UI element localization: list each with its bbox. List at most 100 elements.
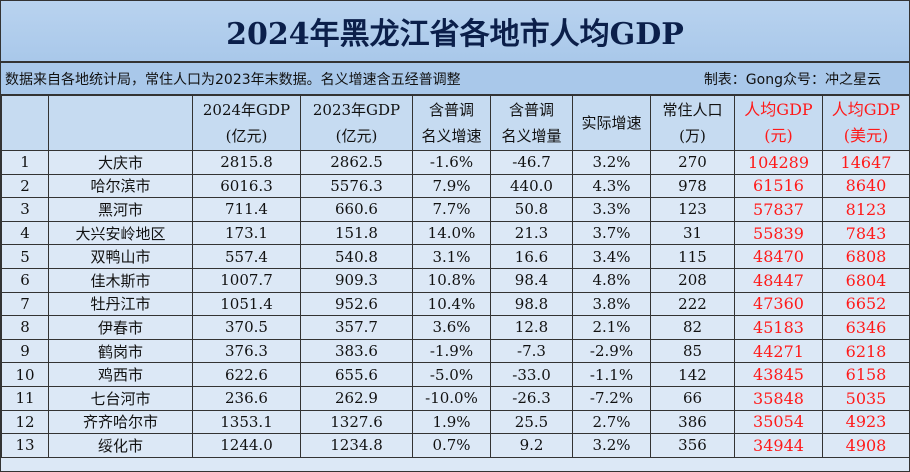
table-cell: 哈尔滨市 [48, 173, 193, 199]
column-header: 实际增速 [572, 95, 651, 151]
source-note: 数据来自各地统计局，常住人口为2023年末数据。名义增速含五经普调整 制表：Go… [1, 63, 909, 95]
column-header-line1: 人均GDP [831, 100, 901, 119]
table-row: 2 哈尔滨市 6016.3 5576.3 7.9% 440.0 4.3% 978 61516 86… [1, 173, 910, 199]
table-cell: 357.7 [300, 315, 413, 340]
table-cell: 4.8% [572, 267, 651, 293]
table-cell: 2862.5 [300, 150, 413, 175]
table-cell: 3.2% [572, 433, 651, 458]
table-cell: 47360 [734, 291, 823, 317]
table-cell: 齐齐哈尔市 [48, 409, 193, 435]
column-header [1, 95, 49, 151]
column-header-line1: 含普调 [508, 101, 554, 119]
table-row: 4 大兴安岭地区 173.1 151.8 14.0% 21.3 3.7% 31 55839 784… [1, 220, 910, 246]
table-cell: 佳木斯市 [48, 267, 193, 293]
table-cell: 270 [650, 150, 735, 175]
table-cell: 151.8 [300, 220, 413, 246]
table-cell: 1007.7 [192, 267, 301, 293]
table-cell: 35848 [734, 385, 823, 411]
table-cell: 440.0 [490, 173, 573, 199]
column-header-line2: (亿元) [335, 127, 378, 145]
data-table: 2024年GDP (亿元) 2023年GDP (亿元) 含普调 名义增速 含普调 名义增量 实际… [1, 95, 910, 458]
table-cell: 85 [650, 338, 735, 364]
table-cell: 44271 [734, 338, 823, 364]
table-cell: 14647 [822, 150, 910, 175]
table-cell: 2.1% [572, 315, 651, 340]
table-row: 13 绥化市 1244.0 1234.8 0.7% 9.2 3.2% 356 34944 4908 [1, 433, 910, 458]
table-cell: 142 [650, 362, 735, 387]
column-header-line2: (亿元) [225, 127, 268, 145]
column-header-line1: 含普调 [428, 101, 474, 119]
table-cell: 2.7% [572, 409, 651, 435]
table-cell: 鹤岗市 [48, 338, 193, 364]
table-cell: 356 [650, 433, 735, 458]
table-cell: 七台河市 [48, 385, 193, 411]
table-cell: 952.6 [300, 291, 413, 317]
table-row: 1 大庆市 2815.8 2862.5 -1.6% -46.7 3.2% 270 104289 1… [1, 150, 910, 175]
table-cell: 3.3% [572, 197, 651, 222]
table-cell: 978 [650, 173, 735, 199]
table-cell: 1051.4 [192, 291, 301, 317]
table-cell: 1 [1, 150, 49, 175]
table-cell: 173.1 [192, 220, 301, 246]
table-cell: 12 [1, 409, 49, 435]
column-header-line2: (美元) [843, 126, 889, 145]
table-cell: 10.8% [412, 267, 491, 293]
column-header: 含普调 名义增速 [412, 95, 491, 151]
table-cell: -2.9% [572, 338, 651, 364]
table-cell: 262.9 [300, 385, 413, 411]
table-cell: 3.4% [572, 244, 651, 269]
column-header: 人均GDP (元) [734, 95, 823, 151]
table-cell: 660.6 [300, 197, 413, 222]
table-cell: 4 [1, 220, 49, 246]
table-cell: 25.5 [490, 409, 573, 435]
table-cell: 绥化市 [48, 433, 193, 458]
column-header-line1: 常住人口 [662, 101, 723, 119]
column-header-line2: (万) [679, 127, 706, 145]
table-cell: 6016.3 [192, 173, 301, 199]
column-header: 2023年GDP (亿元) [300, 95, 413, 151]
table-cell: 104289 [734, 150, 823, 175]
header-row: 2024年GDP (亿元) 2023年GDP (亿元) 含普调 名义增速 含普调 名义增量 实际… [1, 95, 910, 151]
table-cell: -1.1% [572, 362, 651, 387]
table-cell: 115 [650, 244, 735, 269]
table-cell: 6158 [822, 362, 910, 387]
table-cell: 3.6% [412, 315, 491, 340]
table-cell: 大兴安岭地区 [48, 220, 193, 246]
page-title: 2024年黑龙江省各地市人均GDP [1, 1, 909, 63]
table-cell: 61516 [734, 173, 823, 199]
table-cell: -26.3 [490, 385, 573, 411]
table-cell: 5 [1, 244, 49, 269]
table-cell: 98.4 [490, 267, 573, 293]
table-cell: 8123 [822, 197, 910, 222]
table-cell: 5576.3 [300, 173, 413, 199]
table-cell: 43845 [734, 362, 823, 387]
table-cell: 7 [1, 291, 49, 317]
table-cell: 伊春市 [48, 315, 193, 340]
table-cell: 9 [1, 338, 49, 364]
table-cell: 1244.0 [192, 433, 301, 458]
table-row: 3 黑河市 711.4 660.6 7.7% 50.8 3.3% 123 57837 8123 [1, 197, 910, 222]
table-row: 9 鹤岗市 376.3 383.6 -1.9% -7.3 -2.9% 85 44271 6218 [1, 338, 910, 364]
table-cell: 1353.1 [192, 409, 301, 435]
table-cell: 711.4 [192, 197, 301, 222]
table-cell: 3 [1, 197, 49, 222]
table-cell: 14.0% [412, 220, 491, 246]
table-cell: 6804 [822, 267, 910, 293]
table-cell: 370.5 [192, 315, 301, 340]
table-cell: 35054 [734, 409, 823, 435]
table-cell: 55839 [734, 220, 823, 246]
table-cell: 6652 [822, 291, 910, 317]
table-cell: 1.9% [412, 409, 491, 435]
table-cell: 3.8% [572, 291, 651, 317]
table-cell: 34944 [734, 433, 823, 458]
column-header: 含普调 名义增量 [490, 95, 573, 151]
table-cell: 7.9% [412, 173, 491, 199]
table-cell: 98.8 [490, 291, 573, 317]
table-cell: 9.2 [490, 433, 573, 458]
column-header-line1: 人均GDP [744, 100, 813, 119]
table-cell: -33.0 [490, 362, 573, 387]
table-cell: 4923 [822, 409, 910, 435]
table-cell: 21.3 [490, 220, 573, 246]
table-row: 6 佳木斯市 1007.7 909.3 10.8% 98.4 4.8% 208 48447 680… [1, 267, 910, 293]
